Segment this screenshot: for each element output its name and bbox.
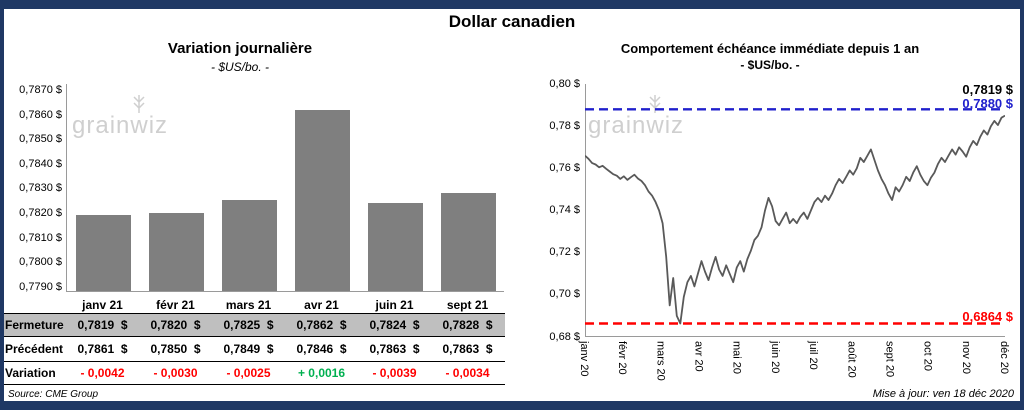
table-cell: 0,7850 $: [150, 342, 201, 356]
x-axis-label: oct 20: [921, 341, 934, 371]
line-y-tick-label: 0,78 $: [549, 119, 580, 132]
x-axis-label: déc 20: [998, 341, 1010, 375]
row-label: Fermeture: [5, 318, 64, 332]
table-cell: 0,7824 $: [369, 318, 420, 332]
table-cell: 0,7828 $: [442, 318, 493, 332]
column-header: févr 21: [156, 297, 195, 312]
table-cell: 0,7862 $: [296, 318, 347, 332]
bar-y-tick-label: 0,7800 $: [19, 256, 62, 269]
bar-y-tick-label: 0,7860 $: [19, 108, 62, 121]
bar-avr-21: [295, 109, 350, 291]
right-border-bar: [1020, 0, 1024, 410]
table-row-variation: Variation - 0,0042 - 0,0030 - 0,0025 + 0,001…: [2, 361, 505, 385]
grainwiz-watermark: grainwiz: [588, 95, 685, 140]
table-row-précédent: Précédent 0,7861 $ 0,7850 $ 0,7849 $ 0,7846 …: [2, 337, 505, 361]
line-y-tick-label: 0,76 $: [549, 161, 580, 174]
bar-juin-21: [368, 202, 423, 291]
price-table: janv 21 févr 21 mars 21 avr 21 juin 21 sept 2…: [2, 296, 505, 385]
source-note: Source: CME Group: [8, 389, 99, 400]
table-cell: 0,7820 $: [150, 318, 201, 332]
line-chart-subtitle: - $US/bo. -: [740, 58, 800, 72]
table-cell: 0,7863 $: [442, 342, 493, 356]
table-row-fermeture: Fermeture 0,7819 $ 0,7820 $ 0,7825 $ 0,7862 …: [2, 313, 505, 337]
resistance-level-label: 0,7880 $: [962, 96, 1013, 111]
bar-chart-plot-area: [66, 84, 504, 292]
x-axis-label: août 20: [845, 341, 858, 378]
table-cell: 0,7863 $: [369, 342, 420, 356]
bar-y-tick-label: 0,7840 $: [19, 157, 62, 170]
table-cell: - 0,0034: [445, 366, 490, 380]
x-axis-label: juil 20: [807, 341, 820, 370]
table-header-row: janv 21 févr 21 mars 21 avr 21 juin 21 sept 2…: [2, 296, 505, 313]
line-chart-plot-area: [585, 84, 1005, 337]
price-series-line: [585, 114, 1005, 325]
support-level-label: 0,6864 $: [962, 309, 1013, 324]
table-cell: 0,7846 $: [296, 342, 347, 356]
line-y-tick-label: 0,70 $: [549, 288, 580, 301]
table-cell: - 0,0042: [80, 366, 125, 380]
bar-y-tick-label: 0,7820 $: [19, 207, 62, 219]
bar-janv-21: [76, 215, 131, 291]
table-cell: 0,7849 $: [223, 342, 274, 356]
last-price-label: 0,7819 $: [962, 82, 1013, 97]
table-cell: - 0,0039: [372, 366, 417, 380]
bottom-border-bar: [0, 401, 1024, 410]
table-cell: 0,7861 $: [77, 342, 128, 356]
column-header: mars 21: [225, 297, 272, 312]
bar-y-tick-label: 0,7830 $: [19, 182, 62, 195]
table-cell: - 0,0025: [226, 366, 271, 380]
x-axis-label: nov 20: [959, 341, 972, 375]
column-header: avr 21: [304, 297, 339, 312]
row-label: Précédent: [5, 342, 64, 356]
table-cell: 0,7819 $: [77, 318, 128, 332]
x-axis-label: mars 20: [654, 341, 667, 381]
x-axis-label: juin 20: [768, 341, 781, 374]
axis-line: [585, 84, 1005, 337]
wheat-stalk-icon: [649, 95, 661, 113]
column-header: janv 21: [82, 297, 123, 312]
bar-y-tick-label: 0,7790 $: [19, 280, 62, 293]
bar-y-tick-label: 0,7810 $: [19, 231, 62, 244]
row-label: Variation: [5, 366, 56, 380]
line-y-tick-label: 0,74 $: [549, 204, 580, 216]
x-axis-label: févr 20: [616, 341, 629, 375]
bar-y-tick-label: 0,7850 $: [19, 133, 62, 146]
line-y-tick-label: 0,68 $: [549, 330, 580, 343]
x-axis-label: sept 20: [883, 341, 896, 378]
bar-y-tick-label: 0,7870 $: [19, 84, 62, 97]
column-header: sept 21: [446, 297, 489, 312]
table-cell: - 0,0030: [153, 366, 198, 380]
grainwiz-watermark: grainwiz: [72, 95, 169, 140]
update-note: Mise à jour: ven 18 déc 2020: [872, 388, 1014, 400]
x-axis-label: avr 20: [692, 341, 705, 372]
wheat-stalk-icon: [133, 95, 145, 113]
bar-chart-subtitle: - $US/bo. -: [210, 60, 270, 74]
table-cell: + 0,0016: [297, 366, 346, 380]
line-y-tick-label: 0,72 $: [549, 246, 580, 259]
column-header: juin 21: [375, 297, 414, 312]
line-y-tick-label: 0,80 $: [549, 77, 580, 90]
bar-mars-21: [222, 200, 277, 291]
bar-chart-title: Variation journalière: [167, 40, 313, 57]
line-chart-title: Comportement échéance immédiate depuis 1…: [620, 41, 920, 56]
left-border-bar: [0, 0, 4, 410]
table-cell: 0,7825 $: [223, 318, 274, 332]
watermark-text: grainwiz: [72, 112, 169, 139]
watermark-text: grainwiz: [588, 112, 685, 139]
bar-sept-21: [441, 192, 496, 291]
top-border-bar: [0, 0, 1024, 9]
bar-févr-21: [149, 212, 204, 291]
x-axis-label: mai 20: [730, 341, 743, 375]
x-axis-label: janv 20: [578, 341, 590, 377]
page-title: Dollar canadien: [448, 12, 576, 31]
